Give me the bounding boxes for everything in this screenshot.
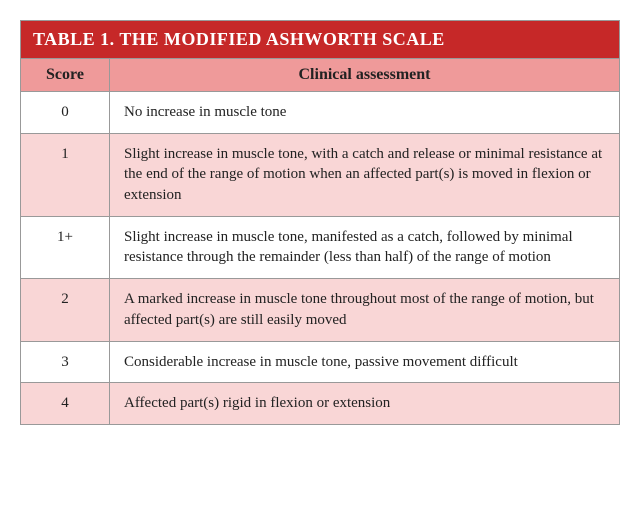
header-row: Score Clinical assessment <box>21 59 620 92</box>
table-row: 1+ Slight increase in muscle tone, manif… <box>21 216 620 278</box>
col-header-score: Score <box>21 59 110 92</box>
col-header-assessment: Clinical assessment <box>110 59 620 92</box>
score-cell: 1+ <box>21 216 110 278</box>
desc-cell: A marked increase in muscle tone through… <box>110 279 620 341</box>
table-row: 3 Considerable increase in muscle tone, … <box>21 341 620 383</box>
table-row: 1 Slight increase in muscle tone, with a… <box>21 133 620 216</box>
score-cell: 0 <box>21 92 110 134</box>
table-row: 2 A marked increase in muscle tone throu… <box>21 279 620 341</box>
desc-cell: Considerable increase in muscle tone, pa… <box>110 341 620 383</box>
desc-cell: Affected part(s) rigid in flexion or ext… <box>110 383 620 425</box>
ashworth-table: TABLE 1. THE MODIFIED ASHWORTH SCALE Sco… <box>20 20 620 425</box>
desc-cell: No increase in muscle tone <box>110 92 620 134</box>
table-row: 4 Affected part(s) rigid in flexion or e… <box>21 383 620 425</box>
score-cell: 2 <box>21 279 110 341</box>
desc-cell: Slight increase in muscle tone, manifest… <box>110 216 620 278</box>
score-cell: 4 <box>21 383 110 425</box>
table-row: 0 No increase in muscle tone <box>21 92 620 134</box>
score-cell: 3 <box>21 341 110 383</box>
title-row: TABLE 1. THE MODIFIED ASHWORTH SCALE <box>21 21 620 59</box>
desc-cell: Slight increase in muscle tone, with a c… <box>110 133 620 216</box>
score-cell: 1 <box>21 133 110 216</box>
table-title: TABLE 1. THE MODIFIED ASHWORTH SCALE <box>21 21 620 59</box>
